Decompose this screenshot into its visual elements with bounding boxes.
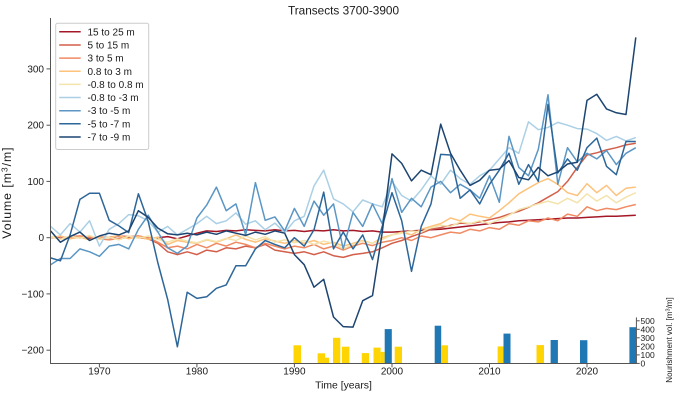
- svg-text:200: 200: [641, 341, 655, 351]
- svg-text:100: 100: [641, 350, 655, 360]
- svg-text:300: 300: [641, 333, 655, 343]
- svg-text:0: 0: [38, 233, 44, 244]
- svg-text:100: 100: [27, 177, 44, 188]
- svg-text:Nourishment vol. [m3/m]: Nourishment vol. [m3/m]: [665, 297, 674, 382]
- svg-text:300: 300: [27, 64, 44, 75]
- svg-text:−100: −100: [21, 289, 44, 300]
- svg-text:2000: 2000: [381, 367, 404, 378]
- svg-text:-0.8 to -3 m: -0.8 to -3 m: [88, 93, 139, 104]
- svg-text:1970: 1970: [88, 367, 111, 378]
- svg-text:-5 to -7 m: -5 to -7 m: [88, 119, 131, 130]
- svg-text:3 to 5 m: 3 to 5 m: [88, 54, 124, 65]
- svg-text:5 to 15 m: 5 to 15 m: [88, 41, 130, 52]
- svg-text:-7 to -9 m: -7 to -9 m: [88, 133, 131, 144]
- svg-text:500: 500: [641, 316, 655, 326]
- svg-text:Transects 3700-3900: Transects 3700-3900: [288, 3, 399, 17]
- svg-text:-3 to -5 m: -3 to -5 m: [88, 106, 131, 117]
- svg-text:1990: 1990: [283, 367, 306, 378]
- svg-text:−200: −200: [21, 346, 44, 357]
- svg-text:Volume [m3/m]: Volume [m3/m]: [0, 146, 14, 238]
- svg-text:Time [years]: Time [years]: [315, 380, 372, 391]
- svg-text:15 to 25 m: 15 to 25 m: [88, 27, 135, 38]
- svg-text:400: 400: [641, 324, 655, 334]
- svg-text:200: 200: [27, 121, 44, 132]
- svg-text:1980: 1980: [186, 367, 209, 378]
- svg-text:0.8 to 3 m: 0.8 to 3 m: [88, 67, 132, 78]
- svg-text:2020: 2020: [576, 367, 599, 378]
- svg-text:2010: 2010: [478, 367, 501, 378]
- svg-text:-0.8 to 0.8 m: -0.8 to 0.8 m: [88, 80, 144, 91]
- svg-text:0: 0: [641, 358, 646, 368]
